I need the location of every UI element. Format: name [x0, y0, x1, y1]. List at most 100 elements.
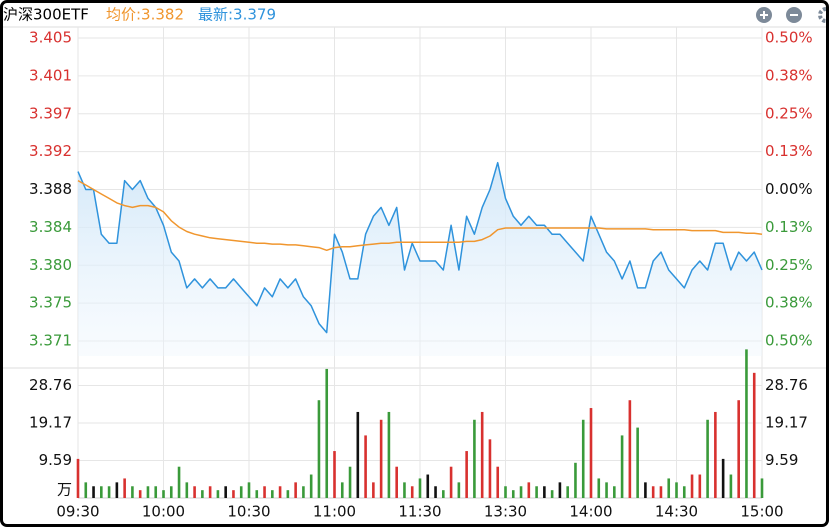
settings-button[interactable]	[818, 7, 829, 23]
y2-tick-label: 0.38%	[765, 294, 813, 312]
volume-bar	[317, 400, 321, 498]
volume-bar	[302, 486, 305, 498]
volume-bar	[294, 482, 297, 498]
volume-bar	[348, 466, 352, 498]
y2-tick-label: 9.59	[765, 451, 798, 469]
volume-bar	[169, 486, 173, 498]
volume-bar	[675, 482, 678, 498]
volume-bar	[92, 486, 95, 498]
volume-bar	[597, 478, 601, 498]
volume-bar	[488, 439, 492, 498]
y-tick-label: 3.397	[29, 104, 72, 122]
volume-bar	[76, 458, 80, 498]
volume-bar	[224, 486, 227, 498]
volume-bar	[682, 486, 686, 498]
x-tick-label: 15:00	[740, 503, 783, 521]
x-tick-label: 10:30	[227, 503, 270, 521]
y-tick-label: 3.401	[29, 66, 72, 84]
volume-bar	[232, 490, 235, 498]
volume-bar	[403, 482, 406, 498]
y-tick-label: 3.405	[29, 29, 72, 47]
x-tick-label: 09:30	[56, 503, 99, 521]
volume-bar	[333, 451, 336, 498]
volume-bar	[201, 490, 204, 498]
volume-bar	[84, 482, 88, 498]
volume-bar	[527, 482, 531, 498]
volume-bar	[239, 486, 243, 498]
volume-bar	[356, 411, 360, 498]
x-tick-label: 14:00	[569, 503, 612, 521]
x-tick-label: 14:30	[655, 503, 698, 521]
volume-bar	[519, 486, 523, 498]
volume-bar	[100, 486, 103, 498]
zoom-out-button[interactable]	[786, 7, 802, 23]
volume-bar	[364, 435, 367, 498]
volume-bar	[286, 490, 290, 498]
volume-bar	[543, 486, 546, 498]
y2-tick-label: 19.17	[765, 414, 808, 432]
y2-tick-label: 28.76	[765, 376, 808, 394]
zoom-in-button[interactable]	[756, 7, 772, 23]
unit-label: 万	[57, 481, 72, 499]
volume-bar	[581, 419, 585, 498]
volume-bar	[457, 482, 461, 498]
y2-tick-label: 0.00%	[765, 180, 813, 198]
series-line	[77, 179, 763, 252]
volume-bar	[193, 486, 196, 498]
volume-bar	[372, 482, 375, 498]
volume-bar	[309, 474, 313, 498]
volume-bar	[247, 482, 251, 498]
settings-icon[interactable]	[818, 7, 829, 23]
y-tick-label: 28.76	[29, 376, 72, 394]
volume-bar	[387, 411, 391, 498]
volume-bar	[574, 462, 577, 498]
y-tick-label: 3.371	[29, 332, 72, 350]
chart-title: 沪深300ETF	[3, 6, 89, 24]
volume-bar	[434, 486, 437, 498]
y2-tick-label: 0.50%	[765, 29, 813, 47]
volume-bar	[752, 372, 756, 498]
y2-tick-label: 0.50%	[765, 332, 813, 350]
volume-bar	[550, 490, 554, 498]
volume-bar	[123, 478, 126, 498]
volume-bar	[589, 408, 593, 498]
legend-entry: 均价:3.382	[106, 6, 184, 24]
volume-bar	[605, 482, 608, 498]
volume-bar	[185, 482, 189, 498]
volume-bar	[613, 486, 616, 498]
volume-bar	[255, 490, 259, 498]
volume-bar	[395, 466, 398, 498]
volume-bar	[115, 482, 119, 498]
volume-bar	[659, 486, 663, 498]
volume-bar	[690, 474, 694, 498]
volume-bar	[628, 400, 632, 498]
volume-bar	[504, 486, 507, 498]
y-tick-label: 3.388	[29, 180, 72, 198]
volume-bar	[706, 419, 709, 498]
y2-tick-label: 0.13%	[765, 218, 813, 236]
volume-bar	[558, 482, 562, 498]
volume-bar	[480, 411, 484, 498]
volume-bar	[138, 490, 142, 498]
volume-bar	[426, 474, 430, 498]
y2-tick-label: 0.25%	[765, 256, 813, 274]
y2-tick-label: 0.13%	[765, 142, 813, 160]
volume-bar	[278, 486, 282, 498]
volume-bar	[496, 466, 500, 498]
y-tick-label: 3.384	[29, 218, 72, 236]
zoom-in-glyph	[760, 11, 768, 19]
volume-bar	[511, 490, 515, 498]
volume-bar	[473, 419, 476, 498]
y-tick-label: 19.17	[29, 414, 72, 432]
volume-bar	[216, 490, 220, 498]
volume-bar	[271, 490, 274, 498]
series-line	[77, 161, 763, 334]
volume-bar	[737, 400, 740, 498]
volume-bar	[263, 486, 266, 498]
volume-bar	[154, 486, 158, 498]
volume-bar	[162, 490, 165, 498]
y-tick-label: 9.59	[39, 451, 72, 469]
x-tick-label: 10:00	[142, 503, 185, 521]
